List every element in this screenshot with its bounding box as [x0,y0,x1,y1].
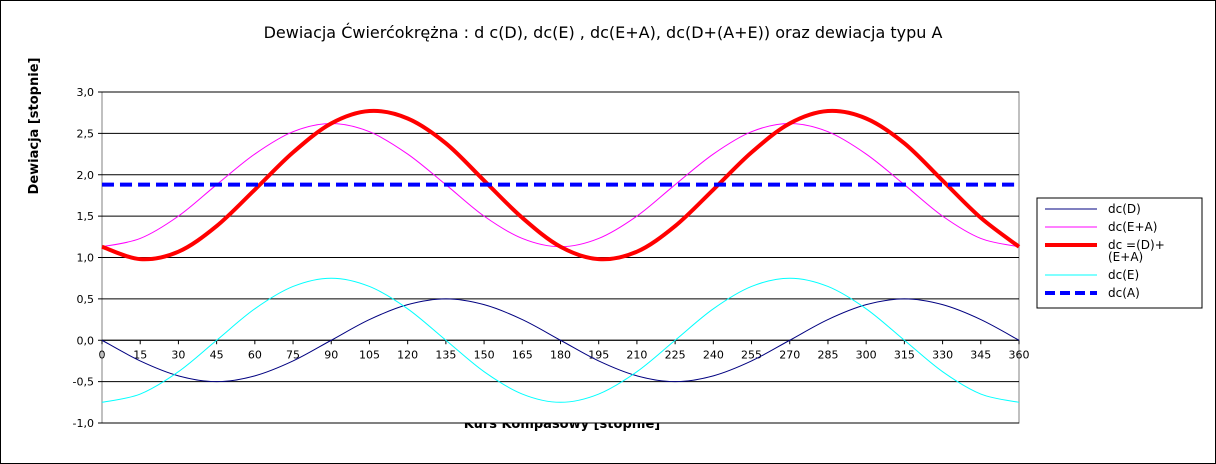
y-axis-ticks: 3,0 2,5 2,0 1,5 1,0 0,5 0,0 -0,5 -1,0 [73,86,102,430]
x-tick-label: 210 [626,348,647,361]
x-tick-label: 150 [474,348,495,361]
y-tick-label: 0,5 [77,293,95,306]
x-tick-label: 285 [817,348,838,361]
x-tick-label: 120 [397,348,418,361]
x-tick-label: 165 [512,348,533,361]
y-tick-label: 2,0 [77,169,95,182]
x-tick-label: 195 [588,348,609,361]
y-tick-label: 3,0 [77,86,95,99]
y-tick-label: -0,5 [73,376,94,389]
x-tick-label: 105 [359,348,380,361]
legend-box [1036,197,1203,309]
legend-label: dc(E+A) [1108,220,1157,234]
x-tick-label: 330 [932,348,953,361]
x-tick-label: 75 [286,348,300,361]
x-tick-label: 300 [856,348,877,361]
x-tick-label: 345 [970,348,991,361]
legend-label: dc(E) [1108,268,1139,282]
legend-label: dc(D) [1108,202,1141,216]
x-tick-label: 255 [741,348,762,361]
chart-title: Dewiacja Ćwierćokrężna : d c(D), dc(E) ,… [264,23,943,42]
x-tick-label: 240 [703,348,724,361]
x-tick-label: 15 [133,348,147,361]
x-tick-label: 180 [550,348,571,361]
y-tick-label: 2,5 [77,127,95,140]
legend-label: (E+A) [1108,250,1143,264]
y-axis-title: Dewiacja [stopnie] [27,58,42,195]
x-tick-label: 135 [435,348,456,361]
x-tick-label: 45 [210,348,224,361]
x-tick-label: 30 [171,348,185,361]
x-tick-label: 360 [1009,348,1030,361]
y-tick-label: -1,0 [73,417,94,430]
legend-label: dc(A) [1108,286,1140,300]
series-layer [101,108,1021,403]
x-tick-label: 270 [779,348,800,361]
series-line-dc-d [101,298,1020,383]
series-line-dc-d-e-a [101,108,1021,262]
legend: dc(D) dc(E+A) dc =(D)+(E+A) dc(E) dc(A) [1036,197,1203,309]
y-tick-label: 1,0 [77,252,95,265]
x-tick-label: 225 [665,348,686,361]
x-tick-label: 0 [99,348,106,361]
series-line-dc-e [101,277,1020,403]
x-tick-label: 315 [894,348,915,361]
x-tick-label: 60 [248,348,262,361]
y-tick-label: 0,0 [77,334,95,347]
x-tick-label: 90 [324,348,338,361]
legend-label: dc =(D)+ [1108,238,1165,252]
y-tick-label: 1,5 [77,210,95,223]
